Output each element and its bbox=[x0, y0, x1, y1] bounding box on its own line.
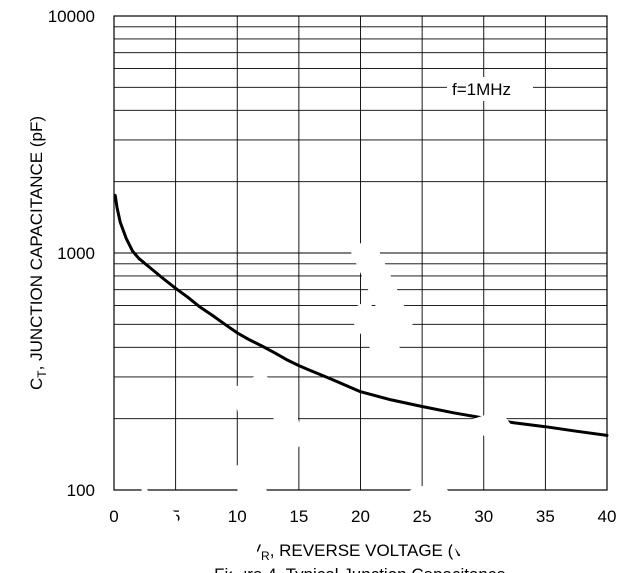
frequency-annotation: f=1MHz bbox=[452, 80, 511, 99]
x-tick-label: 20 bbox=[351, 507, 370, 526]
x-tick-label: 15 bbox=[289, 507, 308, 526]
y-axis-title: CT, JUNCTION CAPACITANCE (pF) bbox=[27, 116, 49, 390]
watermark-letter bbox=[220, 520, 262, 573]
watermark-letter bbox=[58, 515, 110, 573]
plot-frame bbox=[113, 15, 608, 491]
watermark-letter bbox=[470, 410, 530, 460]
y-tick-labels: 100 1000 10000 bbox=[48, 7, 95, 500]
watermark bbox=[58, 236, 530, 573]
x-tick-labels: 0510152025303540 bbox=[109, 507, 616, 526]
x-axis-title-rest: , REVERSE VOLTAGE (V) bbox=[270, 541, 471, 560]
watermark-letter bbox=[410, 480, 490, 565]
x-tick-label: 0 bbox=[109, 507, 118, 526]
y-axis-title-subscript: T bbox=[35, 370, 49, 378]
y-axis-title-rest: , JUNCTION CAPACITANCE (pF) bbox=[27, 116, 46, 370]
y-axis-title-main: C bbox=[27, 378, 46, 390]
x-tick-label: 40 bbox=[598, 507, 617, 526]
capacitance-curve bbox=[113, 193, 609, 437]
x-tick-label: 30 bbox=[474, 507, 493, 526]
y-tick-label: 1000 bbox=[57, 244, 95, 263]
y-tick-label: 10000 bbox=[48, 7, 95, 26]
x-axis-title-subscript: R bbox=[261, 549, 270, 563]
watermark-letter bbox=[230, 372, 305, 460]
watermark-letter bbox=[226, 460, 272, 512]
annotation-background bbox=[447, 77, 533, 101]
figure-caption: Figure 4. Typical Junction Capacitance bbox=[214, 565, 506, 573]
watermark-letter bbox=[346, 300, 408, 372]
watermark-letter bbox=[140, 480, 185, 540]
y-tick-label: 100 bbox=[67, 481, 95, 500]
x-axis-title: VR, REVERSE VOLTAGE (V) bbox=[250, 541, 471, 563]
x-tick-label: 10 bbox=[228, 507, 247, 526]
x-tick-label: 35 bbox=[536, 507, 555, 526]
frequency-annotation-group: f=1MHz bbox=[447, 77, 533, 101]
watermark-letter bbox=[350, 236, 415, 342]
